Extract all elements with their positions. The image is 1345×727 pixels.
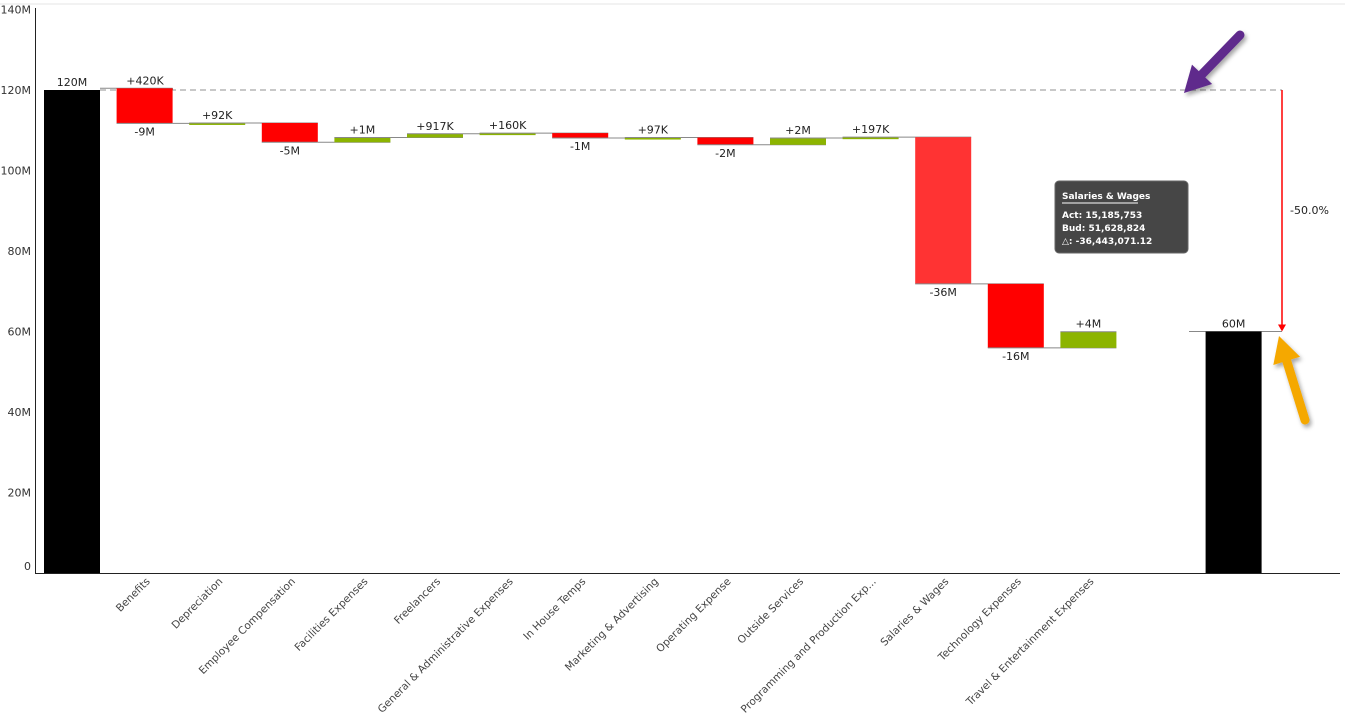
x-tick-label: Salaries & Wages	[878, 576, 951, 649]
bar-end	[1205, 331, 1262, 573]
bar-general-administrative-expenses	[479, 133, 536, 136]
x-tick-label: Facilities Expenses	[292, 576, 370, 654]
tooltip: Salaries & Wages Act: 15,185,753 Bud: 51…	[1054, 180, 1189, 254]
x-tick-label: Operating Expense	[654, 576, 733, 655]
bar-employee-compensation	[261, 122, 318, 143]
y-tick-label: 80M	[8, 245, 32, 258]
annotations	[1184, 30, 1310, 425]
data-label: +4M	[1076, 318, 1102, 331]
bar-programming-and-production-exp-	[842, 137, 899, 140]
tooltip-box	[1054, 180, 1189, 254]
data-label-start: 120M	[57, 76, 88, 89]
data-label: -9M	[134, 125, 154, 138]
x-tick-label: General & Administrative Expenses	[376, 576, 516, 716]
data-label: +197K	[852, 123, 890, 136]
purple-arrow-icon-shaft	[1197, 30, 1245, 79]
data-label: -36M	[929, 286, 956, 299]
variance-arrowhead-icon	[1278, 324, 1286, 332]
y-tick-label: 0	[24, 560, 31, 573]
bar-benefits	[116, 88, 173, 124]
data-label: +160K	[489, 119, 527, 132]
x-tick-label: Technology Expenses	[935, 576, 1024, 665]
y-tick-label: 120M	[1, 84, 32, 97]
bar-marketing-advertising	[624, 137, 681, 140]
tooltip-delta: △: -36,443,071.12	[1062, 237, 1152, 247]
y-tick-label: 60M	[8, 326, 32, 339]
purple-arrow-icon-head	[1184, 64, 1213, 93]
x-tick-label: Benefits	[114, 576, 153, 615]
data-label: +917K	[416, 120, 454, 133]
bar-in-house-temps	[552, 133, 609, 138]
bar-start	[44, 90, 100, 573]
bar-travel-entertainment-expenses	[1060, 331, 1117, 348]
x-tick-label: Outside Services	[735, 576, 806, 647]
bar-facilities-expenses	[334, 137, 391, 143]
data-label: +97K	[638, 124, 669, 137]
data-label: +1M	[350, 123, 376, 136]
orange-arrow-icon-head	[1273, 336, 1301, 365]
data-label: -5M	[280, 144, 300, 157]
data-label: -16M	[1002, 350, 1029, 363]
orange-arrow-icon	[1273, 336, 1310, 425]
variance-label: -50.0%	[1290, 204, 1329, 217]
variance-annotation: -50.0%	[1278, 90, 1329, 332]
data-label-end: 60M	[1222, 318, 1246, 331]
bar-freelancers	[407, 133, 463, 138]
y-tick-label: 100M	[1, 165, 32, 178]
bars	[44, 87, 1282, 573]
y-tick-label: 20M	[8, 487, 32, 500]
y-tick-label: 140M	[1, 4, 32, 17]
bar-operating-expense	[697, 137, 754, 145]
x-tick-label: Travel & Entertainment Expenses	[963, 576, 1096, 709]
data-label: +92K	[202, 109, 233, 122]
bar-depreciation	[189, 122, 246, 125]
tooltip-bud: Bud: 51,628,824	[1062, 224, 1145, 234]
purple-arrow-icon	[1184, 30, 1245, 93]
bar-technology-expenses	[987, 283, 1044, 348]
y-axis: 0 20M 40M 60M 80M 100M 120M 140M	[1, 4, 1340, 574]
x-tick-label: Freelancers	[392, 576, 443, 627]
orange-arrow-icon-shaft	[1282, 356, 1310, 425]
data-label-first-delta: +420K	[126, 74, 164, 87]
data-labels: 120M +420K -9M +92K -5M +1M +917K +160K -1M +97K -…	[57, 74, 1246, 363]
tooltip-act: Act: 15,185,753	[1062, 211, 1142, 221]
x-tick-label: Programming and Production Exp...	[739, 576, 879, 716]
data-label: -2M	[715, 147, 735, 160]
x-tick-label: Depreciation	[169, 576, 225, 632]
data-label: +2M	[785, 124, 811, 137]
bar-outside-services	[770, 137, 826, 145]
y-tick-label: 40M	[8, 406, 32, 419]
bar-salaries-wages	[915, 137, 972, 284]
data-label: -1M	[570, 140, 590, 153]
x-tick-label: In House Temps	[521, 576, 588, 643]
tooltip-title: Salaries & Wages	[1062, 192, 1150, 202]
